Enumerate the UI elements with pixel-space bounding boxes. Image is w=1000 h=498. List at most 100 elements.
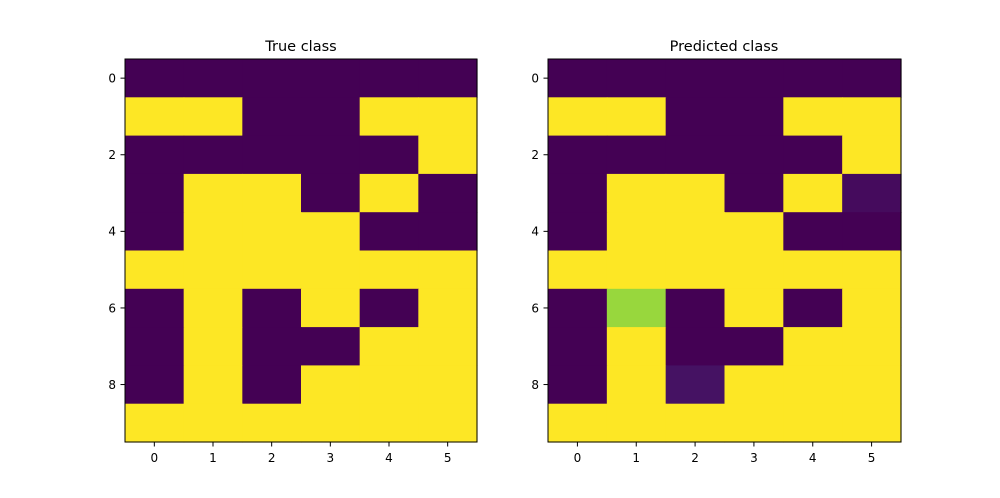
heatmap-cell	[301, 288, 361, 328]
heatmap-cell	[183, 250, 243, 290]
heatmap-cell	[665, 135, 726, 175]
y-tick-label: 0	[531, 71, 539, 85]
heatmap-cell	[418, 135, 478, 175]
chart-title: Predicted class	[670, 39, 779, 55]
heatmap-cell	[359, 59, 419, 98]
heatmap-cell	[359, 97, 419, 137]
heatmap-cell	[301, 327, 361, 366]
heatmap-cell	[359, 288, 419, 328]
heatmap-cell	[842, 97, 902, 137]
x-tick-label: 4	[809, 451, 817, 465]
heatmap-cell	[183, 135, 243, 175]
heatmap-cell	[724, 327, 784, 366]
heatmap-cell	[301, 173, 361, 213]
heatmap-cell	[359, 135, 419, 175]
heatmap-cell	[359, 173, 419, 213]
heatmap-cell	[783, 288, 843, 328]
heatmap-cells	[125, 59, 478, 443]
heatmap-cell	[724, 59, 784, 98]
x-tick-label: 0	[574, 451, 582, 465]
panel-true-class: True class 0 1 2 3 4 5 0 2 4 6 8	[108, 39, 478, 465]
heatmap-cell	[242, 288, 302, 328]
heatmap-cell	[183, 403, 243, 443]
heatmap-cell	[606, 97, 667, 137]
x-tick-label: 3	[750, 451, 758, 465]
heatmap-cell	[548, 212, 608, 252]
heatmap-cell	[606, 173, 667, 213]
panel-predicted-class: Predicted class 0 1 2 3 4 5 0 2 4 6 8	[531, 39, 902, 465]
heatmap-cell	[183, 212, 243, 252]
heatmap-cell	[842, 403, 902, 443]
heatmap-cell	[242, 173, 302, 213]
heatmap-cell	[783, 365, 843, 405]
heatmap-cell	[606, 403, 667, 443]
heatmap-cell	[842, 250, 902, 290]
x-tick-label: 4	[385, 451, 393, 465]
heatmap-cell	[606, 365, 667, 405]
x-tick-label: 2	[691, 451, 699, 465]
heatmap-cell	[183, 173, 243, 213]
heatmap-cell	[125, 173, 185, 213]
y-tick-label: 8	[531, 378, 539, 392]
heatmap-cells	[548, 59, 902, 443]
heatmap-cell	[301, 135, 361, 175]
y-tick-label: 8	[108, 378, 116, 392]
heatmap-cell	[842, 59, 902, 98]
heatmap-cell	[548, 365, 608, 405]
heatmap-cell	[724, 365, 784, 405]
heatmap-cell	[783, 59, 843, 98]
heatmap-cell	[548, 250, 608, 290]
heatmap-cell	[242, 403, 302, 443]
heatmap-cell	[842, 212, 902, 252]
heatmap-cell	[359, 327, 419, 366]
heatmap-cell	[301, 250, 361, 290]
heatmap-cell	[242, 59, 302, 98]
y-tick-label: 2	[108, 148, 116, 162]
y-tick-label: 4	[531, 225, 539, 239]
heatmap-cell	[665, 288, 726, 328]
heatmap-cell	[606, 250, 667, 290]
heatmap-cell	[242, 97, 302, 137]
heatmap-cell	[724, 212, 784, 252]
heatmap-cell	[359, 365, 419, 405]
heatmap-cell	[125, 403, 185, 443]
heatmap-cell	[183, 327, 243, 366]
heatmap-cell	[242, 327, 302, 366]
heatmap-cell	[606, 135, 667, 175]
heatmap-cell	[548, 403, 608, 443]
heatmap-cell	[125, 97, 185, 137]
heatmap-cell	[359, 403, 419, 443]
heatmap-cell	[783, 97, 843, 137]
heatmap-cell	[242, 135, 302, 175]
heatmap-cell	[548, 288, 608, 328]
heatmap-cell	[548, 59, 608, 98]
x-tick-label: 5	[444, 451, 452, 465]
heatmap-cell	[724, 288, 784, 328]
heatmap-cell	[418, 365, 478, 405]
heatmap-cell	[606, 59, 667, 98]
x-tick-label: 1	[632, 451, 640, 465]
heatmap-cell	[665, 212, 726, 252]
heatmap-cell	[665, 327, 726, 366]
heatmap-cell	[183, 365, 243, 405]
heatmap-cell	[359, 250, 419, 290]
plot-frame	[124, 58, 478, 443]
x-tick-label: 3	[327, 451, 335, 465]
heatmap-cell	[125, 288, 185, 328]
x-axis-ticks: 0 1 2 3 4 5	[574, 442, 876, 465]
heatmap-cell	[125, 327, 185, 366]
y-axis-ticks: 0 2 4 6 8	[108, 71, 125, 392]
heatmap-cell	[418, 59, 478, 98]
heatmap-cell	[301, 97, 361, 137]
heatmap-cell	[418, 327, 478, 366]
heatmap-cell	[301, 59, 361, 98]
heatmap-cell	[665, 173, 726, 213]
heatmap-cell	[125, 135, 185, 175]
heatmap-cell	[418, 250, 478, 290]
y-tick-label: 6	[531, 301, 539, 315]
x-tick-label: 5	[868, 451, 876, 465]
plot-frame	[547, 58, 902, 443]
heatmap-cell	[665, 403, 726, 443]
heatmap-cell	[301, 365, 361, 405]
